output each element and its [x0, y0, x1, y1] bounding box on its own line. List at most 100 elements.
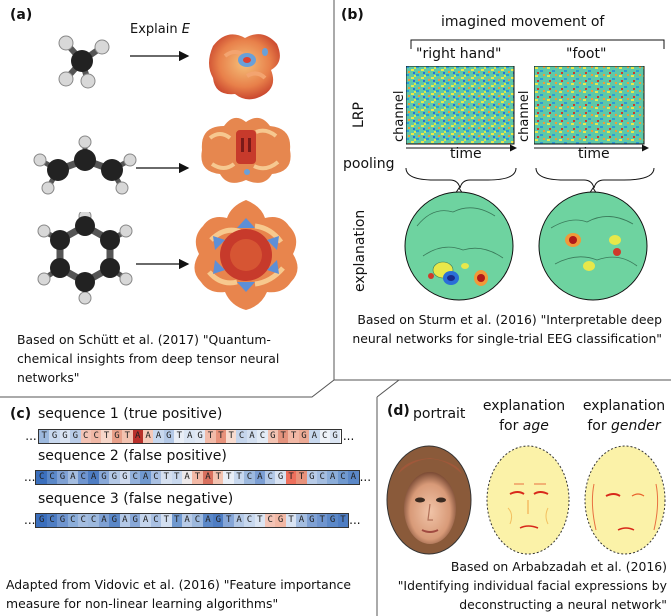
nucleotide-cell: C — [78, 513, 89, 527]
nucleotide-cell: T — [174, 429, 185, 443]
nucleotide-cell: A — [153, 429, 164, 443]
sequence-1-title: sequence 1 (true positive) — [38, 406, 223, 422]
nucleotide-cell: A — [181, 513, 193, 527]
nucleotide-cell: C — [236, 429, 247, 443]
explain-e-label: Explain E — [130, 22, 190, 37]
nucleotide-cell: T — [101, 429, 112, 443]
nucleotide-cell: A — [296, 513, 307, 527]
nucleotide-cell: C — [88, 513, 99, 527]
nucleotide-cell: G — [267, 429, 278, 443]
panel-c-caption: Adapted from Vidovic et al. (2016) "Feat… — [6, 577, 351, 611]
nucleotide-cell: T — [223, 513, 234, 527]
nucleotide-cell: A — [140, 470, 151, 484]
panel-b-caption: Based on Sturm et al. (2016) "Interpreta… — [352, 312, 662, 346]
scalp-map-foot — [538, 187, 648, 301]
nucleotide-cell: A — [233, 513, 245, 527]
nucleotide-cell: T — [337, 513, 349, 527]
nucleotide-cell: A — [309, 429, 320, 443]
propane-explanation-surface — [201, 117, 291, 183]
nucleotide-cell: A — [348, 470, 359, 484]
nucleotide-cell: G — [109, 513, 120, 527]
nucleotide-cell: G — [298, 429, 310, 443]
nucleotide-cell: G — [119, 470, 130, 484]
channel-label-1: channel — [392, 90, 407, 142]
pooling-braces — [405, 167, 655, 189]
nucleotide-cell: C — [150, 513, 162, 527]
nucleotide-cell: G — [129, 513, 141, 527]
nucleotide-cell: C — [78, 470, 89, 484]
nucleotide-cell: C — [265, 513, 276, 527]
nucleotide-cell: G — [57, 513, 68, 527]
nucleotide-cell: T — [122, 429, 133, 443]
gender-explanation-line1: explanation — [582, 398, 666, 414]
nucleotide-cell: T — [215, 429, 227, 443]
nucleotide-cell: C — [319, 429, 330, 443]
nucleotide-cell: G — [57, 470, 68, 484]
nucleotide-cell: T — [254, 513, 266, 527]
nucleotide-cell: T — [223, 470, 234, 484]
nucleotide-cell: G — [109, 470, 120, 484]
nucleotide-cell: A — [254, 470, 266, 484]
nucleotide-cell: A — [132, 429, 143, 443]
nucleotide-cell: C — [129, 470, 141, 484]
lrp-heatmap-right-hand — [406, 66, 515, 145]
nucleotide-cell: T — [171, 470, 182, 484]
sequence-2-title: sequence 2 (false positive) — [38, 448, 227, 464]
nucleotide-cell: G — [327, 513, 338, 527]
nucleotide-cell: C — [67, 513, 79, 527]
ellipsis-left: ... — [24, 513, 36, 527]
channel-label-2: channel — [517, 90, 532, 142]
nucleotide-cell: T — [233, 470, 245, 484]
nucleotide-cell: T — [161, 470, 172, 484]
nucleotide-cell: T — [277, 429, 289, 443]
right-hand-label: "right hand" — [416, 46, 502, 62]
portrait-face-image — [386, 445, 472, 555]
nucleotide-cell: T — [317, 513, 328, 527]
nucleotide-cell: C — [317, 470, 328, 484]
nucleotide-cell: G — [111, 429, 123, 443]
panel-b-label: (b) — [341, 7, 364, 23]
benzene-explanation-surface — [194, 200, 298, 310]
panel-c-label: (c) — [10, 406, 32, 422]
nucleotide-cell: G — [36, 513, 47, 527]
nucleotide-cell: A — [142, 429, 154, 443]
nucleotide-cell: A — [327, 470, 338, 484]
nucleotide-cell: C — [244, 513, 255, 527]
age-explanation-label: explanation for age — [474, 396, 574, 436]
pooling-label: pooling — [343, 156, 395, 172]
age-explanation-heatmap — [486, 445, 570, 555]
nucleotide-cell: G — [49, 429, 60, 443]
methane-explanation-surface — [209, 34, 280, 100]
nucleotide-cell: G — [275, 513, 286, 527]
arrows-panel-a — [130, 50, 190, 270]
nucleotide-cell: T — [285, 470, 297, 484]
nucleotide-cell: T — [296, 470, 307, 484]
nucleotide-cell: G — [329, 429, 341, 443]
nucleotide-cell: G — [306, 513, 317, 527]
nucleotide-cell: T — [288, 429, 299, 443]
nucleotide-cell: C — [36, 470, 47, 484]
ellipsis-left: ... — [25, 429, 37, 443]
nucleotide-cell: G — [70, 429, 81, 443]
nucleotide-cell: C — [192, 513, 203, 527]
time-axes — [406, 144, 649, 152]
portrait-label: portrait — [413, 406, 466, 422]
nucleotide-cell: A — [202, 470, 214, 484]
nucleotide-cell: G — [98, 470, 110, 484]
ellipsis-left: ... — [24, 470, 36, 484]
nucleotide-cell: T — [213, 470, 224, 484]
nucleotide-cell: C — [257, 429, 268, 443]
nucleotide-cell: T — [39, 429, 50, 443]
nucleotide-cell: A — [67, 470, 79, 484]
molecule-benzene — [37, 212, 133, 305]
panel-d-caption: Based on Arbabzadah et al. (2016) "Ident… — [397, 559, 667, 612]
nucleotide-cell: A — [88, 470, 99, 484]
gender-explanation-line2: for gender — [587, 418, 661, 434]
nucleotide-cell: A — [246, 429, 258, 443]
